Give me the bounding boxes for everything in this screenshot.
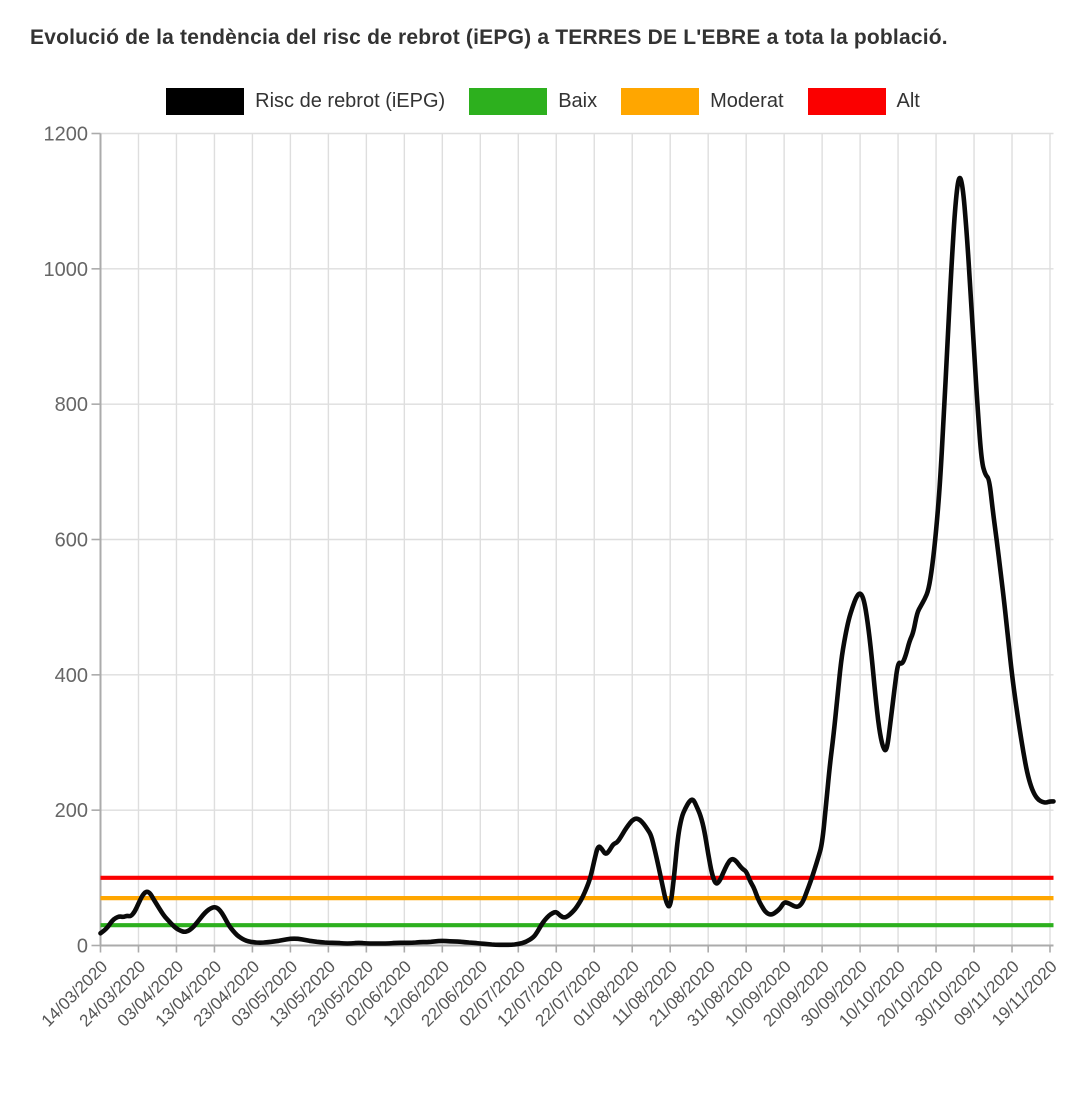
alt-swatch-icon bbox=[807, 88, 886, 115]
legend: Risc de rebrot (iEPG) Baix Moderat Alt bbox=[0, 88, 1086, 115]
y-tick-label: 0 bbox=[77, 936, 88, 958]
legend-item-moderat: Moderat bbox=[621, 88, 784, 115]
series-swatch-icon bbox=[166, 88, 245, 115]
series-lines bbox=[98, 175, 1056, 948]
moderat-swatch-icon bbox=[621, 88, 700, 115]
legend-label-risc: Risc de rebrot (iEPG) bbox=[255, 90, 446, 112]
y-tick-label: 1000 bbox=[44, 259, 89, 281]
threshold-lines bbox=[100, 875, 1054, 928]
y-tick-label: 400 bbox=[55, 665, 88, 687]
y-tick-label: 1200 bbox=[44, 124, 89, 146]
y-tick-label: 800 bbox=[55, 394, 88, 416]
chart-title: Evolució de la tendència del risc de reb… bbox=[30, 26, 948, 49]
legend-item-risc: Risc de rebrot (iEPG) bbox=[166, 88, 445, 115]
legend-label-alt: Alt bbox=[896, 90, 920, 112]
series-line-iepg bbox=[98, 175, 1056, 948]
axis-labels: 02004006008001000120014/03/202024/03/202… bbox=[38, 124, 1061, 1031]
legend-label-moderat: Moderat bbox=[710, 90, 784, 112]
axes bbox=[91, 132, 1054, 953]
gridlines bbox=[99, 132, 1054, 946]
legend-label-baix: Baix bbox=[558, 90, 598, 112]
y-tick-label: 600 bbox=[55, 530, 88, 552]
y-tick-label: 200 bbox=[55, 800, 88, 822]
legend-item-baix: Baix bbox=[469, 88, 597, 115]
legend-item-alt: Alt bbox=[807, 88, 920, 115]
baix-swatch-icon bbox=[469, 88, 548, 115]
